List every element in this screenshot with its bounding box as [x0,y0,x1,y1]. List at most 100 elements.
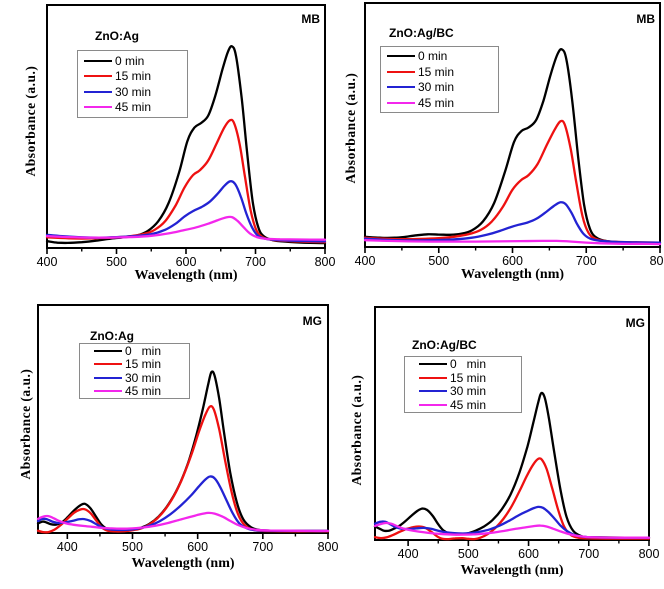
curve-top-left-45min [45,215,327,241]
legend-entry: 15 min [381,66,498,78]
x-tick-label: 800 [649,254,664,268]
dye-label: MG [302,314,322,328]
legend-entry: 30 min [78,86,187,98]
x-tick-label: 400 [56,540,78,554]
x-tick-label: 400 [354,254,376,268]
legend-line-swatch [94,376,122,379]
x-tick-label: 600 [175,255,197,269]
legend-entry: 45 min [80,385,189,397]
legend-label: 45 min [115,100,152,115]
legend-line-swatch [84,90,112,93]
catalyst-label: ZnO:Ag [95,29,139,43]
legend-entry: 15 min [78,70,187,82]
legend-entry: 30 min [405,385,521,397]
legend-entry: 0 min [80,345,189,357]
axes-frame-top-left [46,4,326,249]
catalyst-label: ZnO:Ag/BC [412,338,477,352]
axes-frame-bottom-right [374,306,650,541]
x-axis-title: Wavelength (nm) [134,268,238,283]
axes-frame-bottom-left [37,304,329,534]
legend-line-swatch [84,106,112,109]
curve-top-left-15min [45,118,327,244]
legend-box: 0 min 15 min 30 min 45 min [404,356,522,413]
x-tick-label: 800 [317,540,339,554]
x-tick-label: 700 [252,540,274,554]
x-axis-title: Wavelength (nm) [460,563,564,578]
x-tick-label: 500 [106,255,127,269]
legend-label: 45 min [125,383,162,398]
x-tick-label: 400 [36,255,58,269]
x-tick-label: 800 [638,547,660,561]
legend-entry: 15 min [80,358,189,370]
legend-label: 30 min [115,84,152,99]
x-tick-label: 600 [518,547,539,561]
y-axis-title: Absorbance (a.u.) [18,368,33,480]
legend-line-swatch [419,390,447,393]
legend-entry: 15 min [405,372,521,384]
curve-top-right-0min [363,48,662,245]
curve-bottom-left-15min [36,405,330,534]
curve-top-right-30min [363,201,662,244]
x-tick-label: 500 [457,547,479,561]
dye-label: MB [301,12,320,26]
legend-label: 30 min [418,80,455,95]
legend-entry: 0 min [405,358,521,370]
legend-entry: 45 min [381,97,498,109]
y-axis-title: Absorbance (a.u.) [349,374,364,486]
legend-label: 15 min [450,370,487,385]
x-axis-title: Wavelength (nm) [460,267,565,282]
legend-label: 30 min [125,370,162,385]
legend-box: 0 min 15 min 30 min 45 min [380,46,499,113]
dye-label: MG [625,316,645,330]
curve-top-left-30min [45,180,327,243]
legend-label: 15 min [125,357,162,372]
curve-top-left-0min [45,45,327,245]
legend-line-swatch [387,86,415,89]
legend-line-swatch [419,403,447,406]
legend-entry: 30 min [381,81,498,93]
x-axis-title: Wavelength (nm) [131,556,235,571]
x-tick-label: 600 [502,254,523,268]
legend-line-swatch [84,59,112,62]
legend-label: 15 min [418,64,455,79]
curve-top-right-45min [363,239,662,246]
dye-label: MB [636,12,655,26]
x-tick-label: 700 [575,254,597,268]
x-tick-label: 500 [428,254,450,268]
x-tick-label: 700 [245,255,266,269]
curve-top-right-15min [363,119,662,244]
legend-entry: 30 min [80,372,189,384]
legend-line-swatch [94,363,122,366]
legend-box: 0 min 15 min 30 min 45 min [77,50,188,118]
legend-entry: 45 min [405,399,521,411]
legend-line-swatch [419,363,447,366]
x-tick-label: 600 [187,540,209,554]
curve-bottom-right-45min [373,521,651,539]
x-tick-label: 400 [397,547,419,561]
legend-label: 0 min [125,344,162,359]
legend-line-swatch [387,70,415,73]
legend-label: 45 min [450,397,487,412]
legend-box: 0 min 15 min 30 min 45 min [79,343,190,399]
legend-line-swatch [387,55,415,58]
x-tick-label: 700 [578,547,600,561]
legend-label: 30 min [450,384,487,399]
legend-label: 0 min [450,357,487,372]
legend-line-swatch [419,376,447,379]
legend-entry: 45 min [78,101,187,113]
legend-line-swatch [84,75,112,78]
legend-line-swatch [94,350,122,353]
legend-label: 0 min [115,53,145,68]
legend-entry: 0 min [381,50,498,62]
legend-label: 45 min [418,95,455,110]
x-tick-label: 500 [122,540,143,554]
curve-bottom-left-45min [36,511,330,533]
curve-bottom-right-15min [373,457,651,541]
legend-label: 0 min [418,49,448,64]
y-axis-title: Absorbance (a.u.) [23,65,38,177]
y-axis-title: Absorbance (a.u.) [343,72,358,184]
catalyst-label: ZnO:Ag [90,329,134,343]
legend-entry: 0 min [78,55,187,67]
